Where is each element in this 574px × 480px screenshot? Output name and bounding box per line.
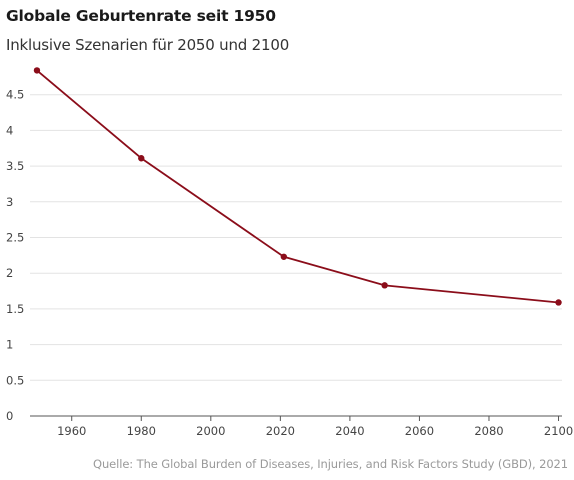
data-series bbox=[33, 67, 562, 306]
axes bbox=[30, 415, 562, 421]
y-tick-label-5: 2.5 bbox=[6, 231, 24, 245]
x-tick-label-0: 1960 bbox=[57, 424, 86, 438]
source-note: Quelle: The Global Burden of Diseases, I… bbox=[93, 457, 568, 471]
data-point-2100 bbox=[555, 299, 562, 306]
y-tick-label-6: 3 bbox=[6, 195, 13, 209]
data-point-2021 bbox=[280, 253, 288, 260]
x-tick-label-4: 2040 bbox=[335, 424, 364, 438]
y-tick-label-7: 3.5 bbox=[6, 159, 24, 173]
x-tick-label-1: 1980 bbox=[127, 424, 156, 438]
series-line-0 bbox=[36, 69, 559, 304]
y-tick-label-1: 0.5 bbox=[6, 373, 24, 387]
tick-labels: 0 0.5 1 1.5 2 2.5 3 3.5 4 4.5 1960 1980 2000 2020 2040… bbox=[6, 88, 573, 438]
y-tick-label-8: 4 bbox=[6, 123, 13, 137]
data-point-1950 bbox=[33, 67, 41, 74]
chart-title: Globale Geburtenrate seit 1950 bbox=[6, 7, 276, 25]
x-tick-label-5: 2060 bbox=[405, 424, 434, 438]
x-tick-label-3: 2020 bbox=[266, 424, 295, 438]
data-point-1980 bbox=[138, 155, 145, 162]
y-tick-label-9: 4.5 bbox=[6, 88, 24, 102]
x-tick-label-7: 2100 bbox=[544, 424, 573, 438]
data-point-2050 bbox=[381, 282, 388, 289]
grid-lines bbox=[30, 94, 562, 381]
y-tick-label-3: 1.5 bbox=[6, 302, 24, 316]
chart-subtitle: Inklusive Szenarien für 2050 und 2100 bbox=[6, 36, 290, 54]
y-tick-label-4: 2 bbox=[6, 266, 13, 280]
y-tick-label-0: 0 bbox=[6, 409, 13, 423]
x-tick-label-6: 2080 bbox=[474, 424, 503, 438]
y-tick-label-2: 1 bbox=[6, 338, 13, 352]
x-tick-label-2: 2000 bbox=[196, 424, 225, 438]
